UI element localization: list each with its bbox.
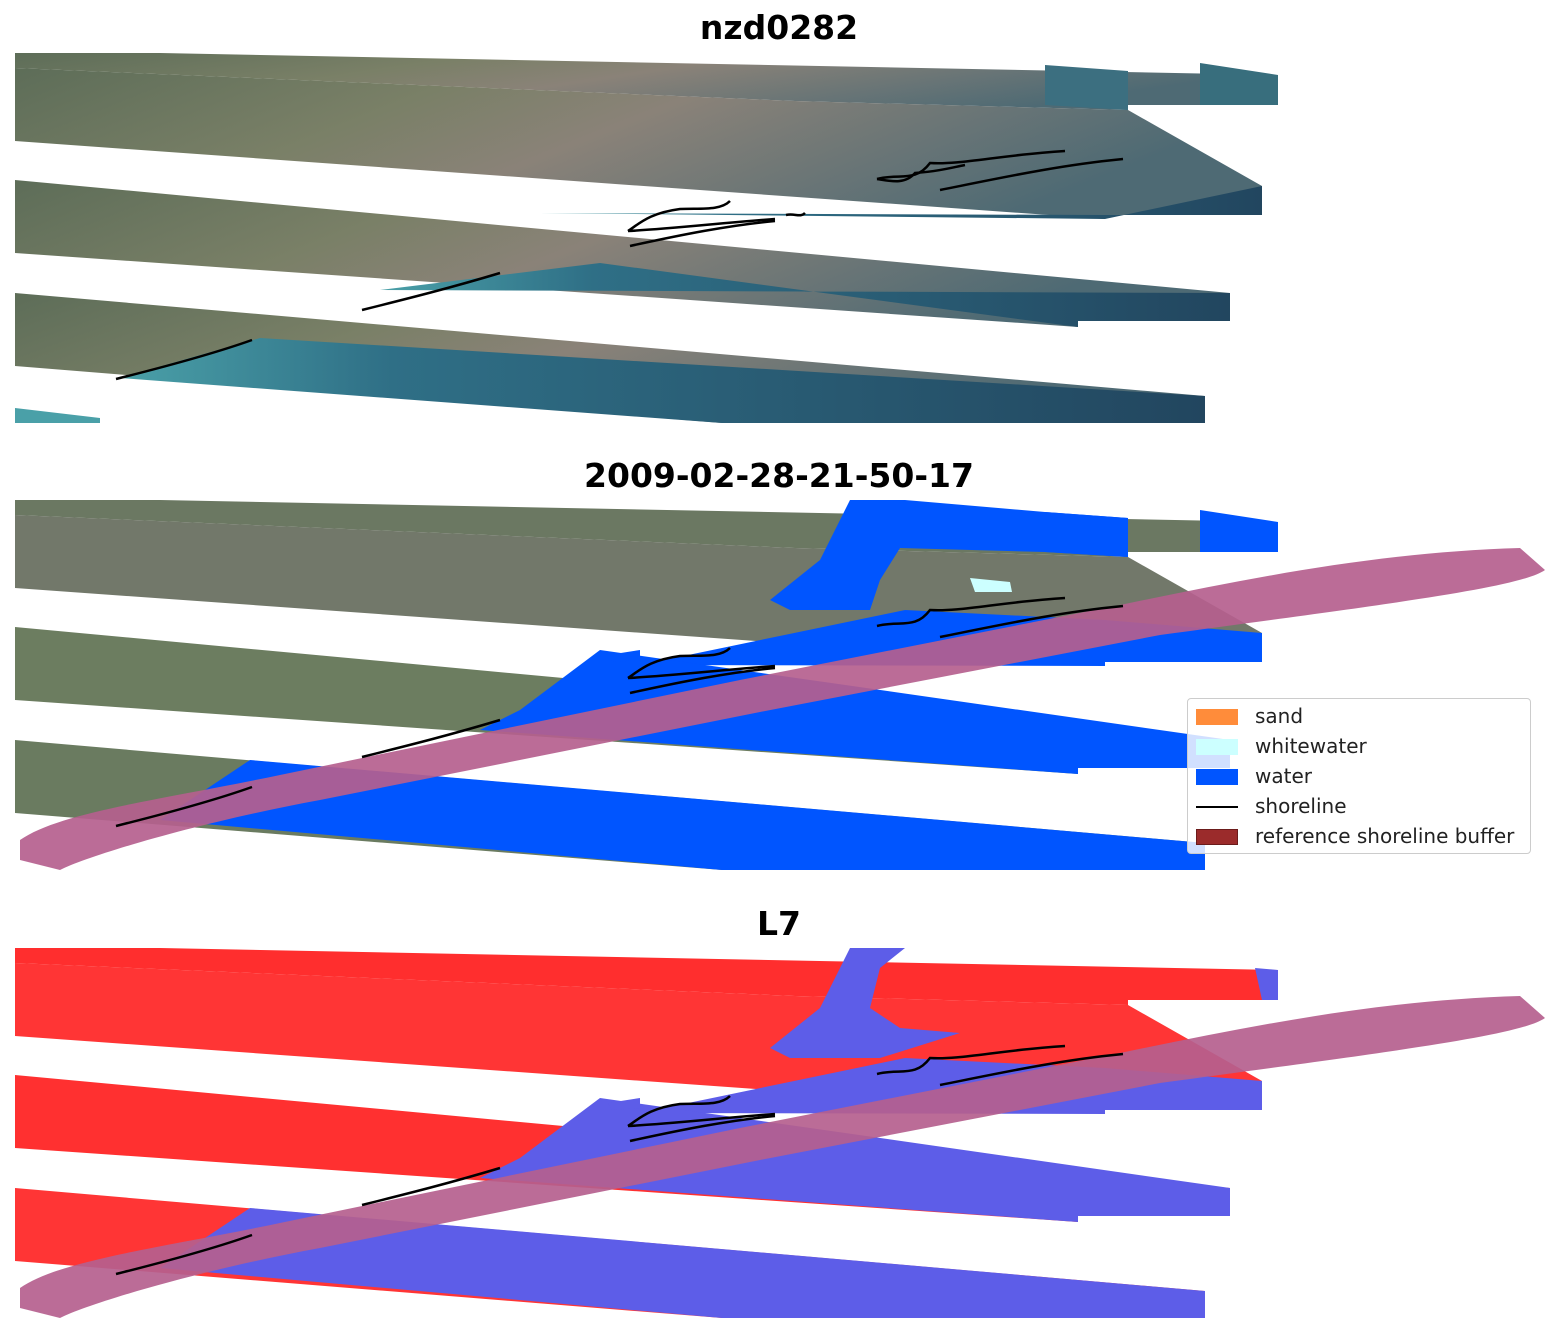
classified-image-panel <box>15 500 1545 870</box>
whitewater-mask <box>970 578 1012 592</box>
reference-shoreline-buffer <box>20 996 1545 1318</box>
legend-item-reference-buffer: reference shoreline buffer <box>1188 822 1532 850</box>
reference-shoreline-buffer <box>20 548 1545 870</box>
legend-label: whitewater <box>1255 734 1367 758</box>
shoreline-lines <box>115 1044 1124 1276</box>
shoreline-lines <box>115 149 1124 381</box>
shoreline-line-swatch <box>1196 806 1238 808</box>
legend-item-shoreline: shoreline <box>1188 792 1532 820</box>
legend-label: reference shoreline buffer <box>1255 824 1515 848</box>
legend: sand whitewater water shoreline referenc… <box>1187 698 1531 854</box>
legend-item-whitewater: whitewater <box>1188 732 1532 760</box>
sand-swatch <box>1196 709 1238 725</box>
legend-item-sand: sand <box>1188 702 1532 730</box>
legend-label: shoreline <box>1255 794 1347 818</box>
panel-title-index: L7 <box>757 904 801 943</box>
legend-label: water <box>1255 764 1312 788</box>
legend-label: sand <box>1255 704 1304 728</box>
water-index <box>160 948 1278 1318</box>
whitewater-swatch <box>1196 739 1238 755</box>
panel-title-classified: 2009-02-28-21-50-17 <box>584 456 974 495</box>
shoreline-lines <box>115 596 1124 828</box>
panel-title-image: nzd0282 <box>699 8 859 47</box>
legend-item-water: water <box>1188 762 1532 790</box>
image-stripes <box>15 53 1278 423</box>
water-swatch <box>1196 769 1238 785</box>
water-mask <box>160 500 1278 870</box>
rgb-image-panel <box>15 53 1278 423</box>
index-image-panel <box>15 948 1545 1318</box>
buffer-swatch <box>1196 829 1238 845</box>
